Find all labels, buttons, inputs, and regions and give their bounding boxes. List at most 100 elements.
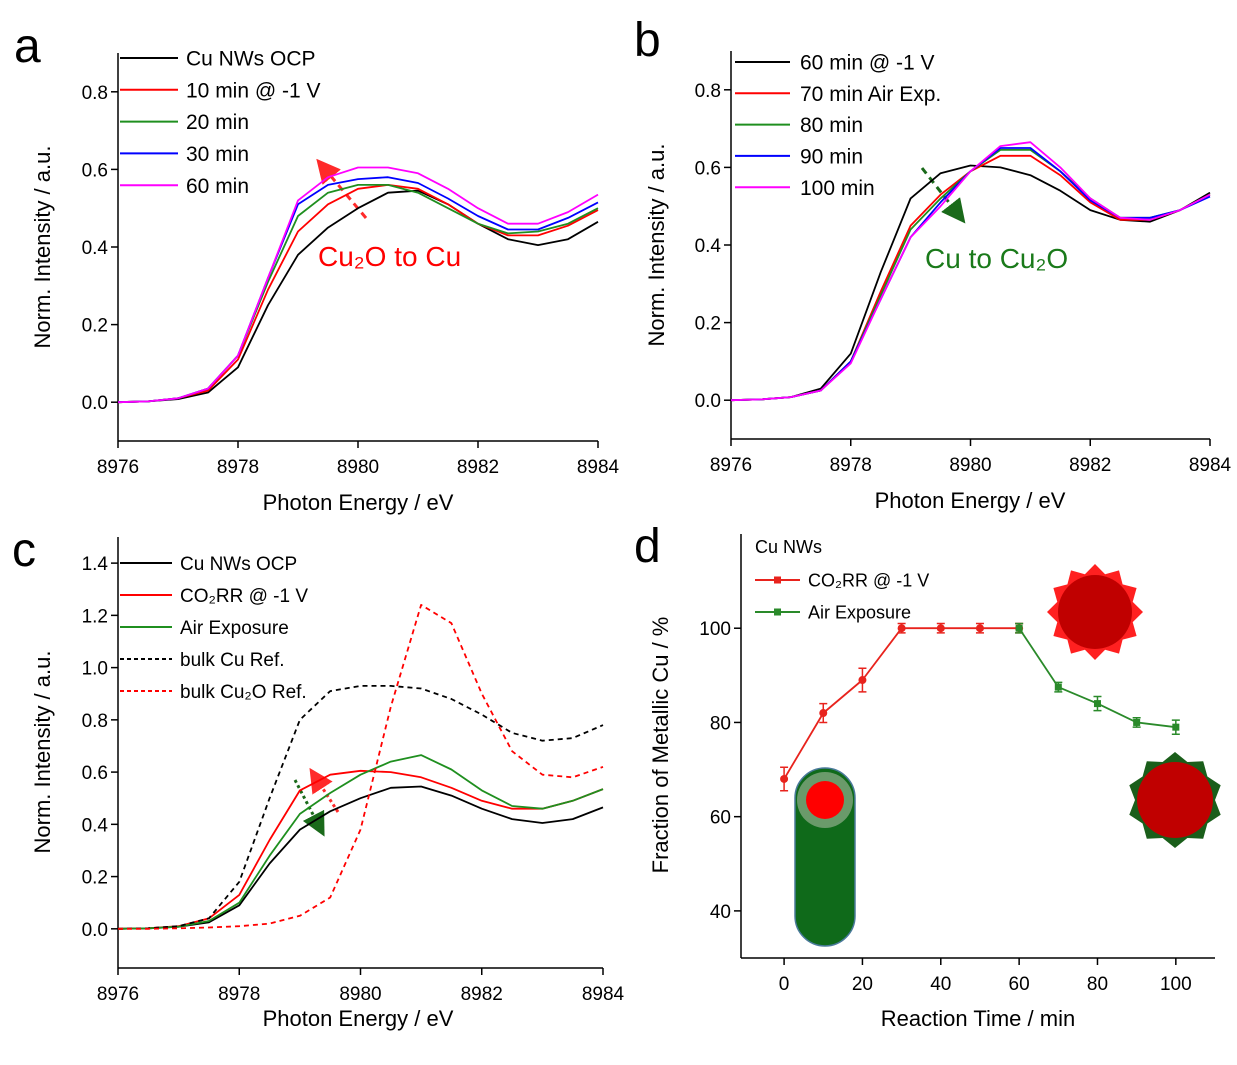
x-axis-title: Reaction Time / min <box>881 1006 1075 1031</box>
y-tick-label: 80 <box>710 713 731 734</box>
annotation: Cu₂O to Cu <box>318 241 461 272</box>
legend-marker <box>774 576 781 584</box>
nanowire-illustration <box>794 767 856 947</box>
panel-label: a <box>14 20 41 73</box>
y-tick-label: 0.0 <box>82 393 108 414</box>
point <box>897 624 906 633</box>
legend-label: bulk Cu Ref. <box>180 650 285 671</box>
x-tick-label: 8978 <box>217 457 259 478</box>
y-tick-label: 0.8 <box>695 81 721 102</box>
legend-label: bulk Cu₂O Ref. <box>180 682 307 703</box>
point <box>819 709 828 718</box>
x-tick-label: 8982 <box>461 984 503 1005</box>
x-axis-title: Photon Energy / eV <box>875 488 1066 513</box>
y-tick-label: 0.2 <box>82 868 108 889</box>
y-axis-title: Norm. Intensity / a.u. <box>644 144 669 347</box>
point <box>858 676 867 685</box>
y-tick-label: 0.2 <box>82 316 108 337</box>
y-tick-label: 1.2 <box>82 606 108 627</box>
series-line <box>117 685 604 930</box>
series-line <box>117 189 599 404</box>
y-tick-label: 0.0 <box>695 391 721 412</box>
y-tick-label: 0.0 <box>82 920 108 941</box>
y-tick-label: 40 <box>710 902 731 923</box>
y-tick-label: 0.6 <box>82 160 108 181</box>
legend-label: 100 min <box>800 177 875 200</box>
legend-label: CO₂RR @ -1 V <box>180 586 308 607</box>
x-tick-label: 8980 <box>339 984 381 1005</box>
x-tick-label: 8976 <box>97 457 139 478</box>
legend-label: 90 min <box>800 145 863 168</box>
legend-label: 80 min <box>800 114 863 137</box>
point <box>1172 723 1180 731</box>
x-axis-title: Photon Energy / eV <box>263 1006 454 1031</box>
y-tick-label: 100 <box>699 619 731 640</box>
point <box>1054 683 1062 691</box>
point <box>975 624 984 633</box>
legend-label: Cu NWs OCP <box>186 48 316 71</box>
series-line <box>730 141 1211 402</box>
x-tick-label: 40 <box>930 974 951 995</box>
point <box>1015 624 1023 632</box>
y-axis-title: Norm. Intensity / a.u. <box>30 651 55 854</box>
y-tick-label: 0.8 <box>82 711 108 732</box>
x-tick-label: 8982 <box>457 457 499 478</box>
series-line <box>730 164 1211 402</box>
x-tick-label: 8984 <box>1189 455 1232 476</box>
y-axis-title: Fraction of Metallic Cu / % <box>648 617 673 874</box>
series-line <box>117 166 599 404</box>
y-tick-label: 0.4 <box>82 238 109 259</box>
point <box>1093 700 1101 708</box>
y-axis-title: Norm. Intensity / a.u. <box>30 146 55 349</box>
point <box>780 774 789 783</box>
x-tick-label: 0 <box>779 974 790 995</box>
legend-label: Cu NWs OCP <box>180 554 297 575</box>
trend-arrow <box>920 167 966 224</box>
legend-label: Air Exposure <box>180 618 289 639</box>
panel-label: b <box>634 14 661 67</box>
y-tick-label: 1.4 <box>82 554 109 575</box>
y-tick-label: 0.4 <box>82 815 109 836</box>
x-tick-label: 60 <box>1009 974 1030 995</box>
particle-illustration <box>1047 564 1221 848</box>
panel-label: c <box>12 524 36 577</box>
y-tick-label: 0.2 <box>695 314 721 335</box>
x-tick-label: 8978 <box>830 455 872 476</box>
x-tick-label: 8982 <box>1069 455 1111 476</box>
legend-label: Air Exposure <box>808 602 911 622</box>
x-tick-label: 8984 <box>582 984 625 1005</box>
x-tick-label: 80 <box>1087 974 1108 995</box>
annotation: Cu to Cu₂O <box>925 243 1068 274</box>
x-tick-label: 8980 <box>337 457 379 478</box>
y-tick-label: 0.6 <box>695 158 721 179</box>
y-tick-label: 60 <box>710 808 731 829</box>
legend-label: 10 min @ -1 V <box>186 79 321 102</box>
point <box>1133 718 1141 726</box>
series-line <box>117 184 599 404</box>
legend-label: 70 min Air Exp. <box>800 83 941 106</box>
trend-arrow <box>293 779 325 837</box>
panel-label: d <box>634 520 661 573</box>
series-line <box>117 176 599 404</box>
x-tick-label: 8978 <box>218 984 260 1005</box>
legend-title: Cu NWs <box>755 537 822 557</box>
x-tick-label: 8976 <box>710 455 752 476</box>
legend-marker <box>774 608 781 616</box>
x-axis-title: Photon Energy / eV <box>263 490 454 515</box>
legend-label: CO₂RR @ -1 V <box>808 570 929 590</box>
y-tick-label: 1.0 <box>82 659 108 680</box>
legend-label: 60 min @ -1 V <box>800 52 935 75</box>
core <box>1058 575 1132 649</box>
series-line <box>118 604 604 930</box>
x-tick-label: 8976 <box>97 984 139 1005</box>
y-tick-label: 0.8 <box>82 83 108 104</box>
core <box>1137 762 1213 838</box>
legend-label: 60 min <box>186 175 249 198</box>
series-line <box>117 184 599 404</box>
legend-label: 20 min <box>186 111 249 134</box>
y-tick-label: 0.6 <box>82 763 108 784</box>
x-tick-label: 8984 <box>577 457 620 478</box>
y-tick-label: 0.4 <box>695 236 722 257</box>
